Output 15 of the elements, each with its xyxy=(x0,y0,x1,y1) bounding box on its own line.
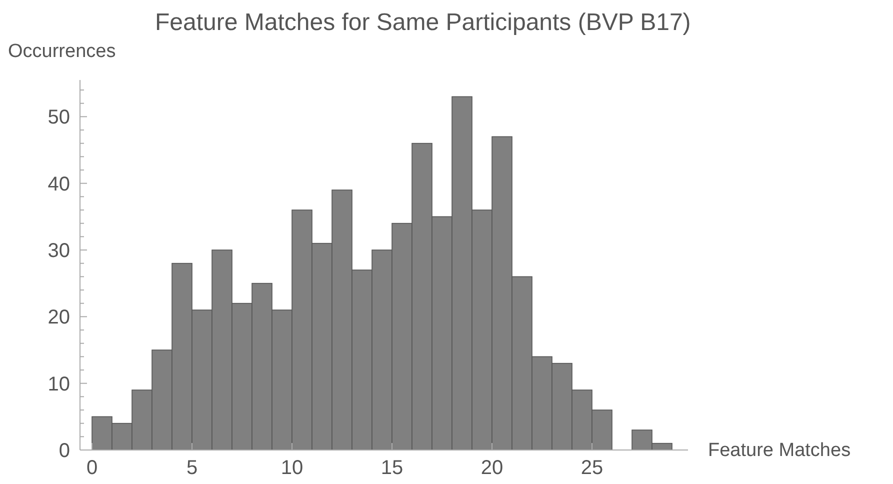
x-tick-label: 10 xyxy=(280,457,304,479)
y-tick-label: 50 xyxy=(48,106,70,129)
chart-title: Feature Matches for Same Participants (BVP B17) xyxy=(155,9,691,36)
y-axis-title: Occurrences xyxy=(8,41,116,62)
x-tick-label: 15 xyxy=(380,457,404,479)
y-tick-label: 0 xyxy=(58,440,70,462)
y-tick-label: 40 xyxy=(48,173,70,196)
x-tick-label: 20 xyxy=(480,457,504,479)
y-tick-label: 30 xyxy=(48,240,70,262)
y-tick-label: 20 xyxy=(48,306,70,329)
y-tick-label: 10 xyxy=(48,373,70,396)
x-tick-label: 0 xyxy=(86,457,98,479)
x-tick-label: 5 xyxy=(186,457,198,479)
x-axis-title: Feature Matches xyxy=(708,440,851,461)
x-tick-label: 25 xyxy=(580,457,604,479)
